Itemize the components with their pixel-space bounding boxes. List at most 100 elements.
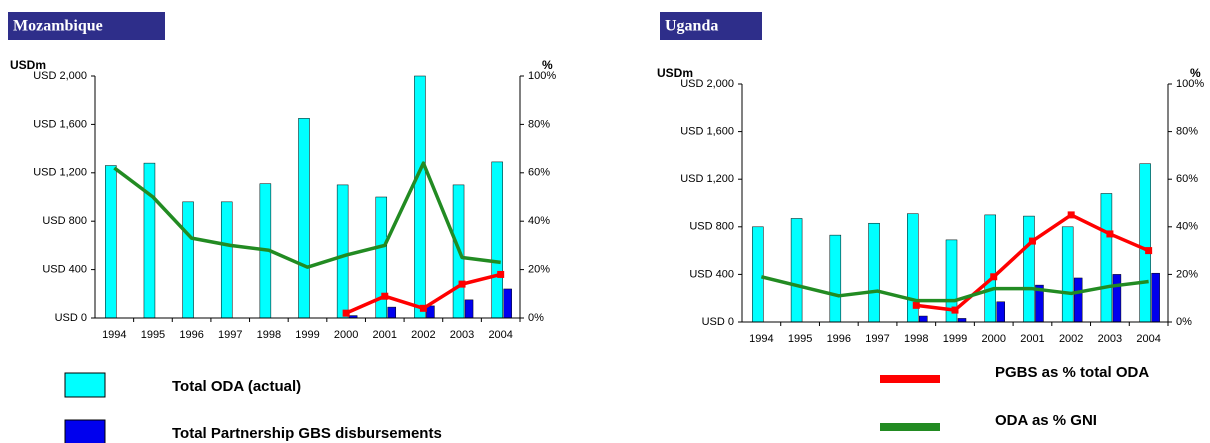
y2-tick-label: 80% — [1176, 126, 1198, 138]
bar — [1073, 277, 1083, 323]
x-tick-label: 1994 — [749, 333, 773, 345]
y-tick-label: USD 1,200 — [680, 173, 734, 185]
legend-label: Total ODA (actual) — [172, 378, 301, 395]
line-marker — [1067, 211, 1075, 219]
x-tick-label: 1997 — [865, 333, 889, 345]
y-tick-label: USD 800 — [689, 221, 734, 233]
y2-tick-label: 100% — [1176, 78, 1204, 90]
x-tick-label: 1996 — [179, 329, 203, 341]
y-tick-label: USD 400 — [42, 264, 87, 276]
x-tick-label: 1998 — [257, 329, 281, 341]
x-tick-label: 2001 — [373, 329, 397, 341]
x-tick-label: 1998 — [904, 333, 928, 345]
line-marker — [990, 273, 998, 281]
x-tick-label: 2003 — [1098, 333, 1122, 345]
y2-tick-label: 20% — [1176, 268, 1198, 280]
title-box — [660, 12, 762, 40]
bar — [868, 222, 880, 323]
line-marker — [1145, 247, 1153, 255]
line-marker — [912, 301, 920, 309]
y-tick-label: USD 0 — [55, 312, 87, 324]
line-marker — [1028, 237, 1036, 245]
y-tick-label: USD 2,000 — [680, 78, 734, 90]
y-tick-label: USD 2,000 — [33, 70, 87, 82]
y2-tick-label: 0% — [1176, 316, 1192, 328]
line-marker — [951, 306, 959, 314]
legend-swatch — [64, 419, 106, 443]
bar — [503, 288, 512, 319]
title-box — [8, 12, 165, 40]
legend-label: Total Partnership GBS disbursements — [172, 425, 442, 442]
x-tick-label: 2002 — [411, 329, 435, 341]
x-tick-label: 1997 — [218, 329, 242, 341]
bar — [957, 318, 967, 323]
x-tick-label: 1994 — [102, 329, 126, 341]
line-marker — [342, 309, 350, 317]
y-axis-label: USDm — [10, 58, 46, 72]
x-tick-label: 2004 — [488, 329, 512, 341]
line-marker — [497, 270, 505, 278]
y-tick-label: USD 400 — [689, 268, 734, 280]
line-marker — [458, 280, 466, 288]
y2-tick-label: 0% — [528, 312, 544, 324]
x-tick-label: 2003 — [450, 329, 474, 341]
y-tick-label: USD 1,600 — [680, 126, 734, 138]
bar — [1061, 226, 1074, 323]
y-axis-label: USDm — [657, 66, 693, 80]
chart-title: Mozambique — [13, 18, 103, 35]
bar — [298, 118, 310, 319]
bar — [790, 218, 803, 323]
y2-axis-label: % — [1190, 66, 1201, 80]
x-tick-label: 1999 — [943, 333, 967, 345]
x-tick-label: 1995 — [788, 333, 812, 345]
bar — [1151, 272, 1160, 323]
legend-label: PGBS as % total ODA — [995, 364, 1149, 381]
y2-tick-label: 40% — [1176, 221, 1198, 233]
x-tick-label: 2004 — [1136, 333, 1160, 345]
bar — [336, 184, 349, 319]
y2-tick-label: 60% — [1176, 173, 1198, 185]
line-marker — [419, 304, 427, 312]
bar — [996, 301, 1005, 323]
y2-tick-label: 80% — [528, 118, 550, 130]
x-tick-label: 1999 — [295, 329, 319, 341]
y-tick-label: USD 1,200 — [33, 167, 87, 179]
bar — [1100, 193, 1113, 323]
bar — [387, 306, 397, 319]
x-tick-label: 1996 — [827, 333, 851, 345]
bar — [491, 161, 503, 319]
line — [760, 275, 1149, 303]
y-tick-label: USD 800 — [42, 215, 87, 227]
y-tick-label: USD 0 — [702, 316, 734, 328]
bar — [919, 315, 928, 323]
bar — [1023, 215, 1035, 323]
y2-tick-label: 60% — [528, 167, 550, 179]
bar — [220, 201, 233, 319]
bar — [752, 226, 764, 323]
line — [113, 161, 501, 269]
bar — [143, 162, 156, 319]
bar — [984, 214, 996, 323]
y2-tick-label: 20% — [528, 264, 550, 276]
x-tick-label: 1995 — [141, 329, 165, 341]
bar — [105, 165, 117, 319]
bar — [1139, 163, 1151, 323]
line-marker — [1106, 230, 1114, 238]
x-tick-label: 2000 — [981, 333, 1005, 345]
bar — [464, 299, 474, 319]
legend-swatch — [64, 372, 106, 398]
x-tick-label: 2002 — [1059, 333, 1083, 345]
y2-axis-label: % — [542, 58, 553, 72]
bar — [414, 75, 426, 319]
bar — [1112, 274, 1122, 323]
x-tick-label: 2000 — [334, 329, 358, 341]
legend-label: ODA as % GNI — [995, 412, 1097, 429]
bar — [829, 234, 842, 323]
y2-tick-label: 40% — [528, 215, 550, 227]
line-marker — [381, 292, 389, 300]
bar — [182, 201, 194, 319]
y-tick-label: USD 1,600 — [33, 118, 87, 130]
y2-tick-label: 100% — [528, 70, 556, 82]
chart-title: Uganda — [665, 18, 718, 35]
